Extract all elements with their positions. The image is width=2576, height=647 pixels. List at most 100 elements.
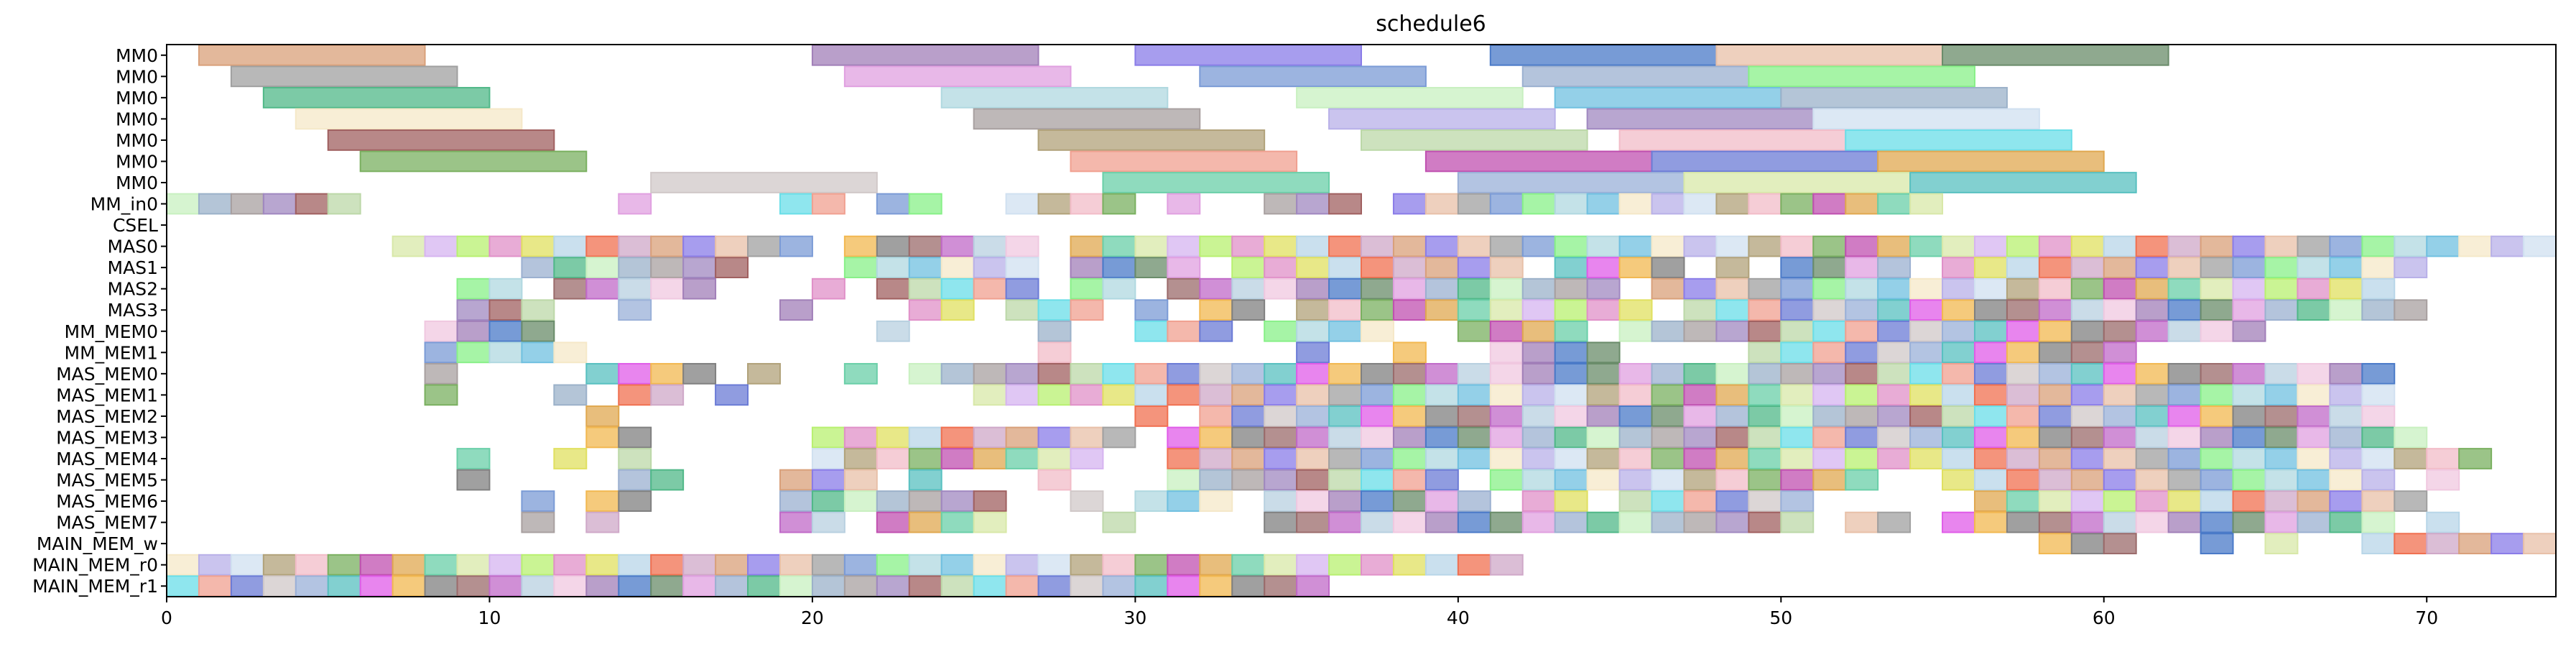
task-bar: [2329, 511, 2363, 533]
task-bar: [908, 575, 942, 597]
task-bar: [1328, 384, 1363, 406]
task-bar: [1909, 299, 1944, 321]
task-bar: [521, 575, 555, 597]
task-bar: [1457, 257, 1491, 279]
task-bar: [2070, 511, 2105, 533]
task-bar: [198, 554, 232, 576]
task-bar: [843, 554, 878, 576]
task-bar: [1683, 193, 1718, 215]
task-bar: [1748, 384, 1782, 406]
task-bar: [2167, 277, 2202, 300]
task-bar: [1683, 405, 1718, 427]
task-bar: [2167, 405, 2202, 427]
task-bar: [1361, 469, 1394, 491]
task-bar: [2361, 533, 2396, 555]
task-bar: [2103, 362, 2137, 385]
task-bar: [1877, 362, 1912, 385]
task-bar: [1521, 426, 1556, 449]
task-bar: [2038, 362, 2072, 385]
task-bar: [424, 235, 458, 257]
task-bar: [811, 448, 845, 469]
task-bar: [1328, 277, 1363, 300]
task-bar: [1651, 448, 1685, 469]
task-bar: [1748, 448, 1782, 469]
task-bar: [1134, 44, 1363, 66]
task-bar: [1618, 299, 1653, 321]
task-bar: [2297, 448, 2331, 469]
task-bar: [1909, 384, 1944, 406]
task-bar: [811, 554, 845, 576]
task-bar: [1005, 299, 1039, 321]
y-tick-label: MAS_MEM7: [56, 513, 158, 533]
task-bar: [1780, 469, 1815, 491]
task-bar: [2070, 469, 2105, 491]
task-bar: [843, 362, 878, 385]
task-bar: [1102, 277, 1136, 300]
task-bar: [166, 575, 200, 597]
task-bar: [1199, 320, 1233, 342]
task-bar: [1070, 384, 1104, 406]
task-bar: [2297, 362, 2331, 385]
task-bar: [908, 448, 942, 469]
task-bar: [1102, 511, 1136, 533]
task-bar: [1715, 448, 1750, 469]
task-bar: [1586, 257, 1621, 279]
task-bar: [553, 448, 588, 469]
task-bar: [2361, 299, 2396, 321]
task-bar: [876, 193, 910, 215]
task-bar: [1780, 86, 2008, 109]
task-bar: [1942, 341, 1975, 364]
task-bar: [1328, 448, 1363, 469]
task-bar: [1328, 362, 1363, 385]
task-bar: [1199, 65, 1427, 88]
task-bar: [1361, 405, 1394, 427]
task-bar: [456, 341, 491, 364]
task-bar: [1586, 384, 1621, 406]
task-bar: [1199, 277, 1233, 300]
task-bar: [2006, 341, 2040, 364]
task-bar: [1005, 448, 1039, 469]
task-bar: [1748, 469, 1782, 491]
task-bar: [295, 575, 329, 597]
x-tick-label: 10: [478, 607, 501, 628]
task-bar: [327, 193, 361, 215]
task-bar: [1942, 426, 1975, 449]
task-bar: [2200, 511, 2234, 533]
task-bar: [1554, 320, 1588, 342]
task-bar: [1037, 299, 1072, 321]
task-bar: [1845, 426, 1879, 449]
task-bar: [1845, 299, 1879, 321]
task-bar: [1715, 490, 1750, 512]
task-bar: [2297, 490, 2331, 512]
task-bar: [1167, 384, 1201, 406]
task-bar: [2232, 426, 2266, 449]
task-bar: [1942, 362, 1975, 385]
task-bar: [1296, 384, 1330, 406]
y-tick-label: MM_MEM1: [65, 342, 158, 363]
task-bar: [1780, 277, 1815, 300]
task-bar: [908, 277, 942, 300]
task-bar: [715, 384, 749, 406]
task-bar: [1554, 469, 1588, 491]
x-tick-label: 70: [2415, 607, 2438, 628]
task-bar: [2006, 405, 2040, 427]
task-bar: [1748, 277, 1782, 300]
task-bar: [2232, 469, 2266, 491]
task-bar: [1231, 575, 1266, 597]
task-bar: [1296, 299, 1330, 321]
task-bar: [1586, 235, 1621, 257]
task-bar: [1296, 341, 1330, 364]
task-bar: [1942, 299, 1975, 321]
task-bar: [1037, 193, 1072, 215]
y-tick-label: MM0: [116, 88, 158, 109]
task-bar: [1877, 193, 1912, 215]
task-bar: [876, 490, 910, 512]
task-bar: [295, 554, 329, 576]
task-bar: [230, 193, 264, 215]
task-bar: [1554, 341, 1588, 364]
task-bar: [2329, 426, 2363, 449]
task-bar: [843, 426, 878, 449]
task-bar: [198, 575, 232, 597]
task-bar: [1361, 511, 1394, 533]
